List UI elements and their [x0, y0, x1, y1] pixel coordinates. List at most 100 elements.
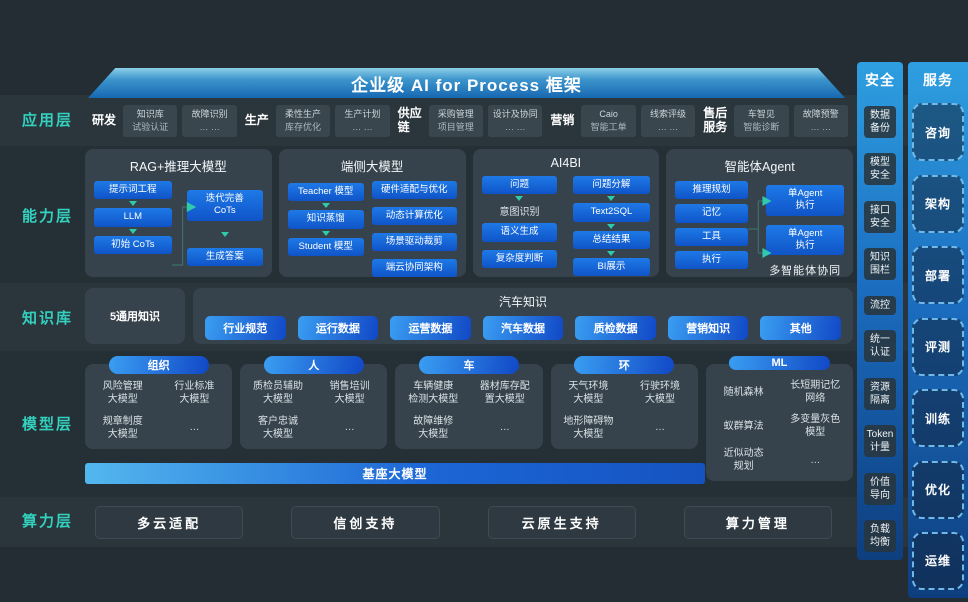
- flow-node: 端云协同架构: [372, 258, 457, 277]
- security-item: 数据 备份: [864, 105, 896, 138]
- app-card: 线索评级 … …: [640, 105, 696, 137]
- app-card-line2: … …: [352, 122, 373, 132]
- knowledge-domain-title: 汽车知识: [498, 295, 547, 309]
- capability-block-agent: 智能体Agent 推理规划 记忆 工具 执行 单Agent 执行 单Agent …: [666, 149, 853, 277]
- app-card-line1: 柔性生产: [284, 109, 321, 120]
- app-card: 生产计划 … …: [335, 105, 390, 137]
- security-rail-title: 安全: [865, 72, 895, 88]
- app-card-line2: … …: [657, 122, 679, 132]
- knowledge-general-label: 5通用知识: [109, 311, 161, 323]
- app-card-line1: 知识库: [136, 109, 164, 120]
- security-item: 资源 隔离: [864, 377, 896, 410]
- model-item: …: [499, 422, 510, 433]
- flow-connector: [172, 202, 197, 266]
- model-group-pill: 环: [574, 356, 675, 374]
- flow-node: 记忆: [675, 204, 748, 223]
- services-rail: 服务 咨询 架构 部署 评测 训练 优化 运维: [908, 62, 968, 598]
- flow-node: 总结结果: [572, 230, 651, 250]
- model-group-pill: 组织: [108, 356, 209, 374]
- security-item: 负载 均衡: [864, 520, 896, 552]
- knowledge-pill: 质检数据: [575, 316, 656, 340]
- flow-node: LLM: [94, 208, 172, 227]
- service-item: 咨询: [912, 103, 964, 162]
- flow-node: Student 模型: [287, 237, 364, 257]
- app-card-line1: 设计及协同: [492, 109, 538, 120]
- compute-box-management: 算力管理: [683, 506, 832, 539]
- block-title: RAG+推理大模型: [129, 160, 227, 174]
- label-compute-layer: 算力层: [22, 513, 74, 530]
- app-card-line1: 故障预警: [802, 109, 839, 120]
- model-item: 地形障碍物 大模型: [563, 415, 614, 440]
- model-item: 行驶环境 大模型: [640, 380, 680, 405]
- model-group-organization: 组织 风险管理 大模型 行业标准 大模型 规章制度 大模型 …: [85, 356, 233, 449]
- flow-node: 推理规划: [675, 181, 748, 200]
- security-item: 接口 安全: [864, 200, 896, 233]
- app-group-label: 研发: [92, 113, 117, 128]
- flow-node: BI展示: [572, 258, 651, 277]
- arrow-down-icon: [128, 201, 137, 207]
- model-item: 风险管理 大模型: [102, 380, 143, 405]
- arrow-down-icon: [128, 228, 137, 234]
- label-application-layer: 应用层: [22, 112, 74, 129]
- knowledge-general-box: 5通用知识: [85, 288, 185, 344]
- app-group-label: 售后服务: [703, 106, 728, 134]
- service-item: 评测: [912, 317, 964, 376]
- service-item: 运维: [912, 531, 964, 590]
- model-item: 随机森林: [723, 386, 764, 398]
- app-card: 故障预警 … …: [793, 105, 848, 137]
- application-layer-row: 研发 知识库 试验认证 故障识别 … … 生产 柔性生产 库存优化 生产计划 ……: [92, 101, 848, 141]
- app-card: 车智见 智能诊断: [734, 105, 789, 137]
- knowledge-pill: 运行数据: [297, 316, 379, 340]
- app-card-line1: 车智见: [747, 109, 775, 120]
- model-group-pill: ML: [729, 356, 830, 370]
- app-card-line1: 线索评级: [649, 109, 686, 120]
- arrow-down-icon: [321, 230, 330, 236]
- flow-node: 单Agent 执行: [766, 224, 844, 256]
- app-group-production: 生产 柔性生产 库存优化 生产计划 … …: [244, 105, 390, 137]
- flow-node: 生成答案: [186, 247, 263, 267]
- service-item: 训练: [912, 389, 964, 448]
- security-item: 统一 认证: [864, 330, 896, 362]
- app-card-line2: 库存优化: [284, 122, 321, 132]
- capability-layer-row: RAG+推理大模型 提示词工程 LLM 初始 CoTs 迭代完善 CoTs 生成…: [85, 149, 853, 277]
- app-group-label: 生产: [244, 113, 269, 128]
- model-item: 故障维修 大模型: [413, 415, 454, 440]
- model-item: 行业标准 大模型: [174, 380, 215, 405]
- label-knowledge-layer: 知识库: [22, 310, 74, 327]
- knowledge-pill: 行业规范: [205, 316, 286, 340]
- app-group-aftersales: 售后服务 车智见 智能诊断 故障预警 … …: [703, 105, 848, 137]
- flow-node: 初始 CoTs: [94, 235, 172, 255]
- app-group-marketing: 营销 Caio 智能工单 线索评级 … …: [550, 105, 696, 137]
- model-item: 质检员辅助 大模型: [253, 380, 303, 405]
- model-item: 销售培训 大模型: [329, 380, 370, 405]
- arrow-down-icon: [607, 196, 616, 202]
- app-card: Caio 智能工单: [581, 105, 636, 137]
- arrow-down-icon: [321, 203, 330, 209]
- app-card-line2: 智能工单: [590, 122, 627, 132]
- foundation-model-label: 基座大模型: [362, 467, 428, 481]
- app-card-line2: 项目管理: [437, 122, 474, 132]
- block-title: 端侧大模型: [340, 160, 404, 174]
- label-model-layer: 模型层: [22, 416, 74, 433]
- app-group-label: 营销: [550, 113, 575, 128]
- model-item: …: [344, 422, 355, 433]
- model-item: 规章制度 大模型: [102, 415, 143, 440]
- app-card: 采购管理 项目管理: [428, 105, 483, 137]
- block-title: 智能体Agent: [724, 160, 795, 174]
- foundation-model-bar: 基座大模型: [85, 463, 705, 484]
- security-item: Token 计量: [864, 425, 896, 457]
- model-item: …: [810, 454, 821, 466]
- flow-node: 硬件适配与优化: [372, 181, 457, 200]
- app-card-line2: 试验认证: [132, 122, 169, 132]
- arrow-down-icon: [515, 196, 524, 202]
- security-item: 价值 导向: [864, 472, 896, 505]
- service-item: 部署: [912, 246, 964, 305]
- flow-node: 迭代完善 CoTs: [186, 190, 263, 221]
- label-capability-layer: 能力层: [22, 208, 74, 225]
- model-item: 长短期记忆 网络: [790, 380, 841, 404]
- services-rail-title: 服务: [923, 72, 953, 88]
- flow-node: 问题: [481, 176, 558, 195]
- app-card: 设计及协同 … …: [488, 105, 543, 137]
- compute-layer-row: 多云适配 信创支持 云原生支持 算力管理: [95, 506, 832, 539]
